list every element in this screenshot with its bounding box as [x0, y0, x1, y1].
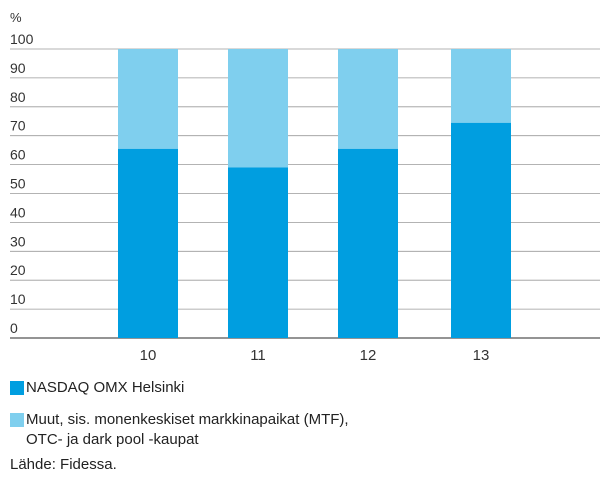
y-tick-label: 20 — [10, 262, 26, 278]
legend-swatch-nasdaq — [10, 381, 24, 395]
legend-label-line-1: Muut, sis. monenkeskiset markkinapaikat … — [26, 411, 349, 428]
bar-nasdaq — [228, 167, 288, 338]
y-tick-label: 90 — [10, 60, 26, 76]
bar-other-venues — [228, 49, 288, 168]
y-axis-ticks: 0 10 20 30 40 50 60 70 80 90 100 — [10, 31, 34, 336]
y-tick-label: 60 — [10, 147, 26, 163]
bar-other-venues — [451, 49, 511, 123]
gridlines — [10, 48, 600, 339]
legend-item-nasdaq: NASDAQ OMX Helsinki — [10, 378, 570, 398]
x-tick-label: 11 — [250, 347, 266, 364]
bars — [118, 49, 511, 338]
stacked-bar-chart: % 0 10 20 30 40 50 60 70 80 90 100 10 11 12 13 — [10, 10, 600, 364]
legend-label-other-venues: Muut, sis. monenkeskiset markkinapaikat … — [26, 410, 349, 450]
y-tick-label: 0 — [10, 320, 18, 336]
y-tick-label: 70 — [10, 118, 26, 134]
x-tick-label: 10 — [140, 347, 157, 364]
bar-nasdaq — [118, 148, 178, 338]
y-unit-label: % — [10, 10, 22, 25]
legend-item-other-venues: Muut, sis. monenkeskiset markkinapaikat … — [10, 410, 570, 450]
x-axis-ticks: 10 11 12 13 — [140, 347, 490, 364]
x-tick-label: 13 — [473, 347, 490, 364]
y-tick-label: 80 — [10, 89, 26, 105]
legend-label-nasdaq: NASDAQ OMX Helsinki — [26, 379, 185, 396]
bar-nasdaq — [451, 122, 511, 338]
bar-nasdaq — [338, 148, 398, 338]
y-tick-label: 100 — [10, 31, 34, 47]
y-tick-label: 40 — [10, 204, 26, 220]
y-tick-label: 10 — [10, 291, 26, 307]
bar-other-venues — [338, 49, 398, 149]
legend-swatch-other-venues — [10, 413, 24, 427]
legend-label-line-2: OTC- ja dark pool -kaupat — [26, 431, 199, 448]
y-tick-label: 30 — [10, 233, 26, 249]
bar-other-venues — [118, 49, 178, 149]
y-tick-label: 50 — [10, 176, 26, 192]
x-tick-label: 12 — [360, 347, 377, 364]
source-note: Lähde: Fidessa. — [10, 456, 117, 473]
